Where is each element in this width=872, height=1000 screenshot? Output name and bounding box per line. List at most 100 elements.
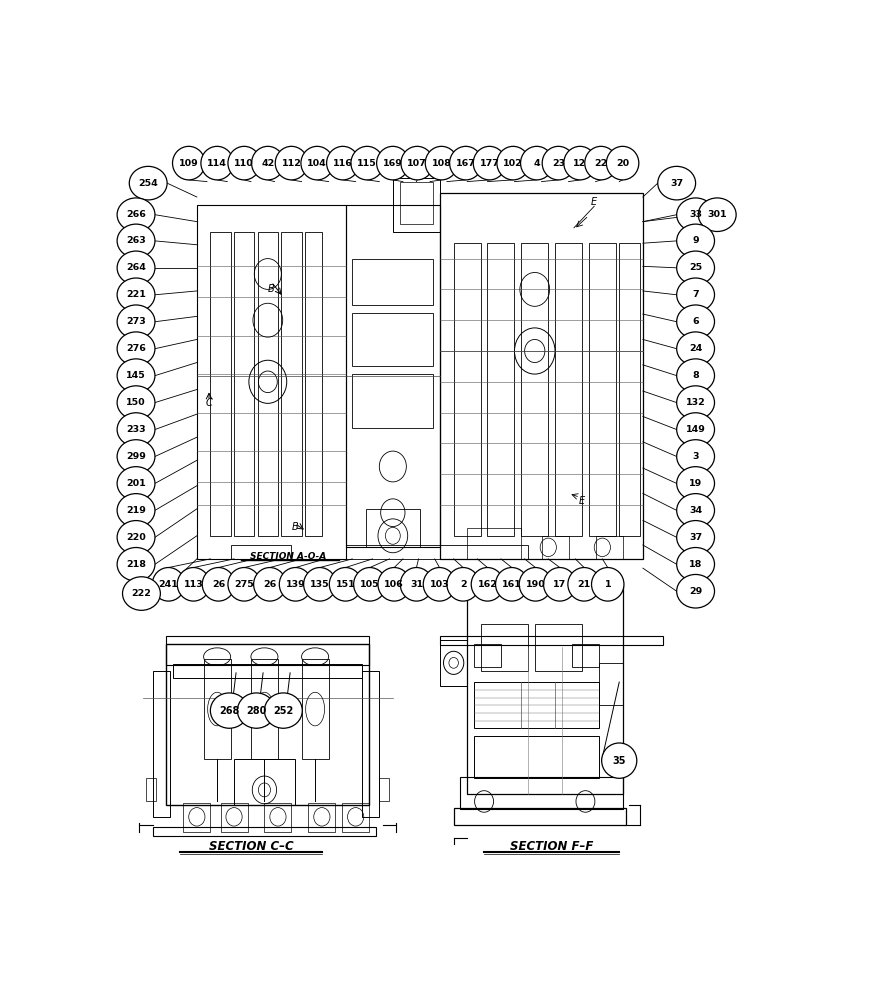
Ellipse shape <box>117 251 155 285</box>
Text: 145: 145 <box>126 371 146 380</box>
Text: 6: 6 <box>692 317 698 326</box>
Ellipse shape <box>677 494 714 527</box>
Text: SECTION A-O-A: SECTION A-O-A <box>250 552 326 561</box>
Bar <box>474 644 501 667</box>
Text: 104: 104 <box>307 159 327 168</box>
Bar <box>264 803 291 832</box>
Bar <box>535 624 582 671</box>
Ellipse shape <box>677 467 714 500</box>
Ellipse shape <box>117 305 155 339</box>
Text: 103: 103 <box>430 580 449 589</box>
Bar <box>203 659 230 759</box>
Bar <box>352 312 433 366</box>
Text: 114: 114 <box>208 159 227 168</box>
Ellipse shape <box>446 568 480 601</box>
Bar <box>352 259 433 305</box>
Text: 105: 105 <box>360 580 379 589</box>
Ellipse shape <box>129 166 167 200</box>
Text: 109: 109 <box>179 159 199 168</box>
Bar <box>363 671 379 817</box>
Ellipse shape <box>354 568 386 601</box>
Text: 8: 8 <box>692 371 699 380</box>
Text: 273: 273 <box>126 317 146 326</box>
Bar <box>210 232 230 536</box>
Ellipse shape <box>677 413 714 446</box>
Text: 150: 150 <box>126 398 146 407</box>
Text: E: E <box>591 197 597 207</box>
Ellipse shape <box>117 359 155 392</box>
Text: 112: 112 <box>282 159 302 168</box>
Bar <box>234 232 255 536</box>
Text: 26: 26 <box>263 580 276 589</box>
Ellipse shape <box>450 146 482 180</box>
Text: 132: 132 <box>685 398 705 407</box>
Ellipse shape <box>426 146 458 180</box>
Ellipse shape <box>606 146 639 180</box>
Bar <box>302 659 329 759</box>
Ellipse shape <box>201 146 234 180</box>
Bar <box>460 777 623 809</box>
Ellipse shape <box>677 278 714 312</box>
Bar <box>366 509 420 547</box>
Bar <box>153 671 170 817</box>
Ellipse shape <box>677 332 714 365</box>
Bar <box>352 374 433 428</box>
Ellipse shape <box>519 568 552 601</box>
Text: 233: 233 <box>126 425 146 434</box>
Ellipse shape <box>153 568 185 601</box>
Bar <box>345 205 440 547</box>
Text: 280: 280 <box>246 706 267 716</box>
Ellipse shape <box>400 568 433 601</box>
Text: 220: 220 <box>126 533 146 542</box>
Ellipse shape <box>228 146 261 180</box>
Ellipse shape <box>677 305 714 339</box>
Text: SECTION C–C: SECTION C–C <box>208 840 293 853</box>
Bar <box>440 193 643 559</box>
Text: 115: 115 <box>358 159 377 168</box>
Text: 25: 25 <box>689 263 702 272</box>
Ellipse shape <box>677 574 714 608</box>
Text: 4: 4 <box>534 159 540 168</box>
Text: 9: 9 <box>692 236 698 245</box>
Text: 221: 221 <box>126 290 146 299</box>
Text: 34: 34 <box>689 506 702 515</box>
Ellipse shape <box>254 568 286 601</box>
Bar <box>555 243 582 536</box>
Text: 219: 219 <box>126 506 146 515</box>
Text: 299: 299 <box>126 452 146 461</box>
Ellipse shape <box>677 198 714 231</box>
Bar <box>440 545 528 559</box>
Bar <box>379 778 390 801</box>
Text: 26: 26 <box>212 580 225 589</box>
Ellipse shape <box>117 548 155 581</box>
Text: 29: 29 <box>689 587 702 596</box>
Text: 252: 252 <box>273 706 294 716</box>
Bar <box>521 243 548 536</box>
Ellipse shape <box>677 521 714 554</box>
Text: 37: 37 <box>689 533 702 542</box>
Ellipse shape <box>677 548 714 581</box>
Bar <box>589 243 616 536</box>
Bar <box>234 759 295 805</box>
Text: 254: 254 <box>139 179 158 188</box>
Text: 162: 162 <box>478 580 497 589</box>
Text: 1: 1 <box>604 580 611 589</box>
Bar <box>392 178 440 232</box>
Bar <box>197 205 345 559</box>
Ellipse shape <box>423 568 456 601</box>
Ellipse shape <box>378 568 411 601</box>
Ellipse shape <box>237 693 276 728</box>
Ellipse shape <box>301 146 333 180</box>
Text: 35: 35 <box>612 756 626 766</box>
Text: 113: 113 <box>184 580 203 589</box>
Ellipse shape <box>117 332 155 365</box>
Ellipse shape <box>602 743 637 778</box>
Ellipse shape <box>585 146 617 180</box>
Text: 23: 23 <box>552 159 565 168</box>
Bar <box>599 663 623 705</box>
Bar <box>167 636 369 665</box>
Ellipse shape <box>495 568 528 601</box>
Ellipse shape <box>117 386 155 419</box>
Text: 3: 3 <box>692 452 698 461</box>
Text: 17: 17 <box>553 580 567 589</box>
